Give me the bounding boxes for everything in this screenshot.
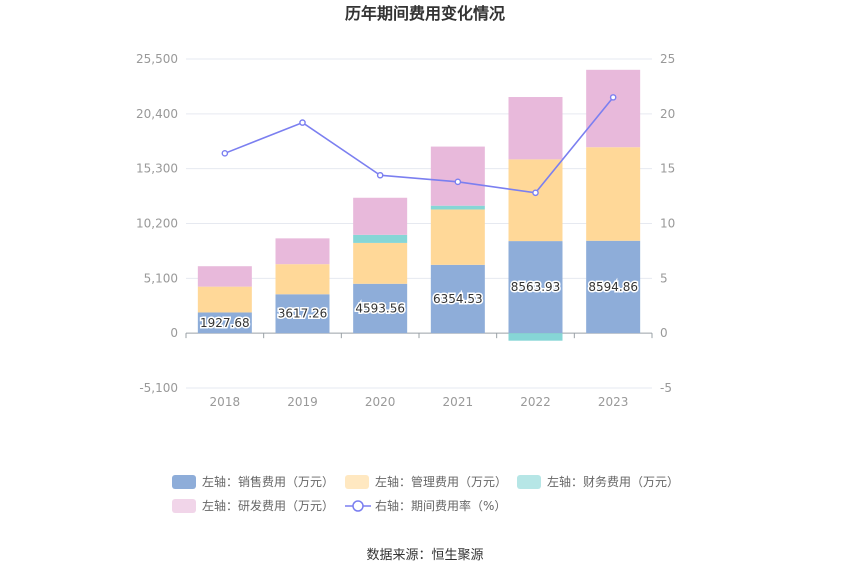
rate-line-path	[224, 96, 614, 194]
bar-segment[interactable]	[508, 97, 563, 160]
left-axis-tick: 0	[170, 326, 178, 340]
axes: -5,100 -5 0 0 5,100 5 10,200 10 15,300 15 20,400 20…	[136, 52, 675, 409]
bar-segment[interactable]	[275, 238, 330, 265]
rate-line	[221, 94, 617, 197]
bar-segment[interactable]	[197, 286, 252, 313]
legend-swatch[interactable]	[517, 475, 541, 489]
bar-segment[interactable]	[353, 242, 408, 284]
bar-value-label: 1927.68	[200, 316, 250, 330]
rate-point[interactable]	[299, 119, 306, 126]
x-axis-tick: 2020	[365, 395, 396, 409]
bar-segment[interactable]	[430, 146, 485, 206]
bar-value-label: 6354.53	[433, 292, 483, 306]
x-axis-tick: 2019	[287, 395, 318, 409]
bar-segment[interactable]	[430, 264, 485, 334]
bar-labels: 1927.68 3617.26 4593.56 6354.53 8563.93 8594.…	[199, 278, 640, 331]
left-axis-tick: 25,500	[136, 52, 178, 66]
bar-segment[interactable]	[586, 69, 641, 148]
bars	[197, 69, 641, 341]
left-axis-tick: -5,100	[139, 381, 178, 395]
legend-label[interactable]: 右轴：期间费用率（%）	[375, 498, 506, 513]
bar-segment[interactable]	[353, 283, 408, 334]
bar-segment[interactable]	[586, 240, 641, 334]
x-axis-tick: 2021	[443, 395, 474, 409]
left-axis-tick: 10,200	[136, 217, 178, 231]
right-axis-tick: -5	[660, 381, 672, 395]
legend[interactable]: 左轴：销售费用（万元） 左轴：管理费用（万元） 左轴：财务费用（万元） 左轴：研发费用…	[172, 474, 679, 513]
bar-segment[interactable]	[353, 234, 408, 243]
left-axis-tick: 15,300	[136, 162, 178, 176]
bar-value-label: 4593.56	[355, 301, 405, 315]
bar-segment[interactable]	[586, 147, 641, 241]
left-axis-tick: 5,100	[144, 271, 178, 285]
x-axis-tick: 2023	[598, 395, 629, 409]
legend-marker[interactable]	[352, 500, 364, 512]
legend-swatch[interactable]	[345, 475, 369, 489]
rate-point[interactable]	[454, 178, 462, 186]
bar-segment[interactable]	[353, 197, 408, 235]
bar-segment[interactable]	[275, 264, 330, 295]
right-axis-tick: 5	[660, 271, 668, 285]
right-axis-tick: 10	[660, 217, 675, 231]
legend-label[interactable]: 左轴：财务费用（万元）	[547, 474, 679, 489]
legend-swatch[interactable]	[172, 475, 196, 489]
right-axis-tick: 15	[660, 162, 675, 176]
data-source: 数据来源：恒生聚源	[366, 548, 483, 563]
bar-segment[interactable]	[197, 312, 252, 334]
right-axis-tick: 25	[660, 52, 675, 66]
bar-segment[interactable]	[508, 241, 563, 334]
left-axis-tick: 20,400	[136, 107, 178, 121]
x-axis-tick: 2022	[520, 395, 551, 409]
legend-label[interactable]: 左轴：销售费用（万元）	[202, 474, 334, 489]
right-axis-tick: 0	[660, 326, 668, 340]
right-axis-tick: 20	[660, 107, 675, 121]
legend-label[interactable]: 左轴：研发费用（万元）	[202, 498, 334, 513]
bar-segment[interactable]	[430, 205, 485, 210]
bar-value-label: 8594.86	[588, 280, 638, 294]
chart-title: 历年期间费用变化情况	[345, 4, 505, 23]
bar-value-label: 8563.93	[511, 280, 561, 294]
rate-point[interactable]	[221, 150, 229, 157]
bar-segment[interactable]	[275, 294, 330, 334]
legend-swatch[interactable]	[172, 499, 196, 513]
rate-point[interactable]	[609, 94, 617, 101]
bar-segment[interactable]	[197, 266, 252, 287]
rate-point[interactable]	[376, 171, 384, 179]
grid	[186, 58, 652, 389]
bar-segment[interactable]	[508, 333, 563, 341]
bar-segment[interactable]	[508, 159, 563, 242]
legend-label[interactable]: 左轴：管理费用（万元）	[375, 474, 507, 489]
x-axis-tick: 2018	[210, 395, 241, 409]
rate-point[interactable]	[532, 189, 539, 197]
bar-value-label: 3617.26	[278, 307, 328, 321]
bar-segment[interactable]	[430, 209, 485, 265]
